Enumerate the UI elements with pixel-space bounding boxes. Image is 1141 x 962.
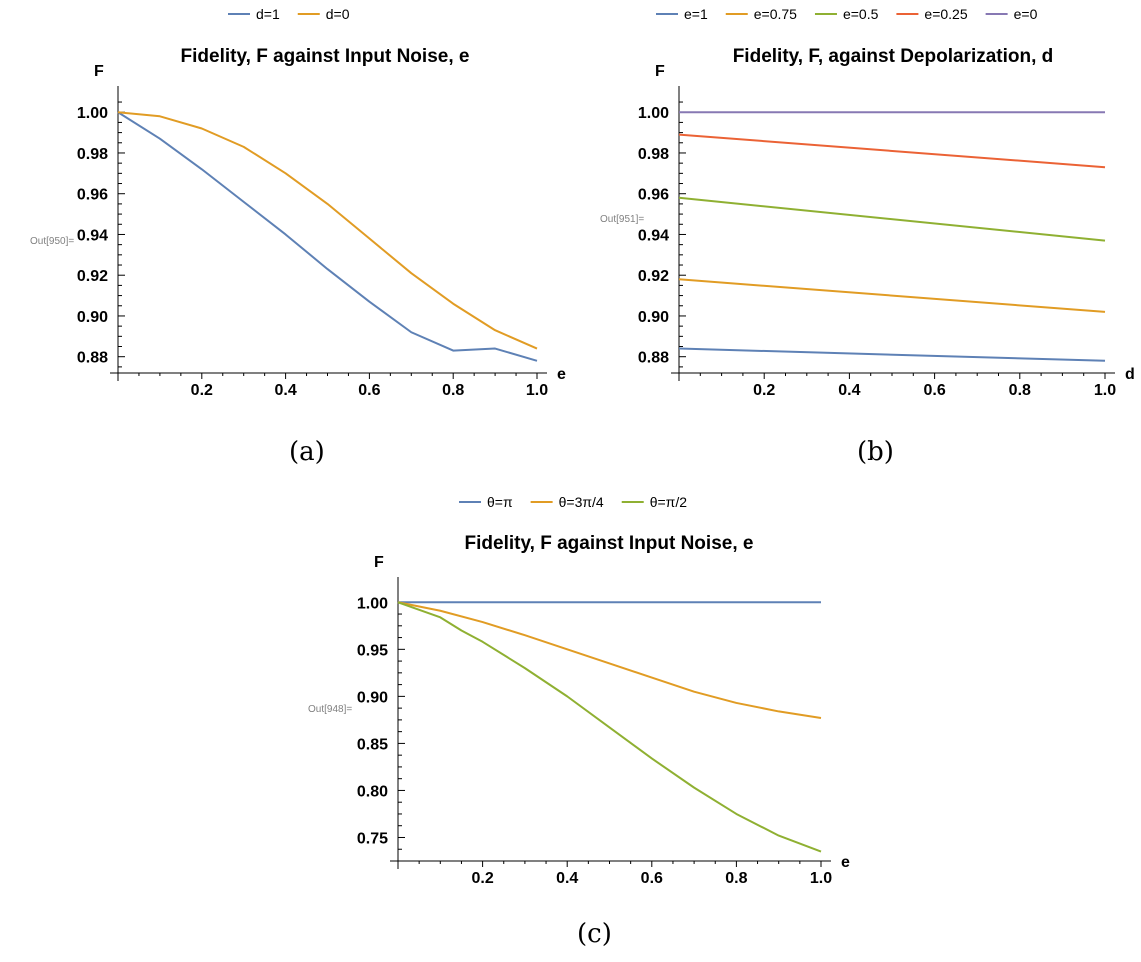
x-tick-label: 0.6	[358, 382, 380, 399]
panel-caption: (b)	[857, 437, 894, 467]
y-tick-label: 0.96	[638, 187, 669, 204]
series-line-0	[678, 347, 1106, 362]
y-tick-label: 0.95	[357, 642, 388, 659]
series-line-1	[397, 601, 822, 719]
x-tick-label: 0.8	[725, 870, 747, 887]
chart-panel-c: θ=π θ=3π/4 θ=π/2 Fidelity, F against Input …	[308, 494, 850, 949]
series-line-2	[397, 601, 822, 853]
chart-title: Fidelity, F against Input Noise, e	[465, 533, 754, 554]
x-tick-label: 1.0	[526, 382, 548, 399]
x-tick-label: 0.6	[641, 870, 663, 887]
x-tick-label: 1.0	[810, 870, 832, 887]
y-tick-label: 0.88	[638, 350, 669, 367]
y-tick-label: 0.90	[357, 689, 388, 706]
y-tick-label: 0.75	[357, 830, 388, 847]
x-tick-label: 0.2	[753, 382, 775, 399]
x-axis-label: e	[841, 854, 850, 871]
y-tick-label: 0.85	[357, 736, 388, 753]
legend-label-0: θ=π	[487, 494, 513, 510]
out-cell-label: Out[948]=	[308, 704, 352, 715]
y-tick-label: 0.80	[357, 783, 388, 800]
legend-label-4: e=0	[1014, 6, 1038, 22]
series-line-2	[678, 196, 1106, 242]
y-axis-label: F	[374, 554, 384, 571]
legend-label-2: θ=π/2	[650, 494, 688, 510]
y-tick-label: 0.92	[77, 268, 108, 285]
chart-panel-b: e=1 e=0.75 e=0.5 e=0.25 e=0 Fidelity, F, agai…	[600, 6, 1135, 467]
legend-label-1: e=0.75	[754, 6, 797, 22]
x-axis-label: d	[1125, 366, 1135, 383]
y-tick-label: 1.00	[357, 595, 388, 612]
y-tick-label: 0.94	[77, 227, 108, 244]
panel-caption: (c)	[577, 919, 612, 949]
out-cell-label: Out[951]=	[600, 214, 644, 225]
panel-caption: (a)	[289, 437, 325, 467]
y-tick-label: 0.98	[638, 146, 669, 163]
y-tick-label: 0.88	[77, 350, 108, 367]
x-tick-label: 0.2	[471, 870, 493, 887]
legend-label-1: θ=3π/4	[559, 494, 604, 510]
series-line-1	[117, 111, 538, 350]
x-tick-label: 1.0	[1094, 382, 1116, 399]
y-tick-label: 1.00	[77, 105, 108, 122]
legend-label-1: d=0	[326, 6, 350, 22]
x-tick-label: 0.8	[1009, 382, 1031, 399]
y-tick-label: 0.90	[77, 309, 108, 326]
x-tick-label: 0.6	[923, 382, 945, 399]
chart-title: Fidelity, F, against Depolarization, d	[733, 46, 1054, 67]
y-tick-label: 0.96	[77, 187, 108, 204]
series-line-3	[678, 133, 1106, 169]
series-line-1	[678, 278, 1106, 313]
chart-title: Fidelity, F against Input Noise, e	[181, 46, 470, 67]
legend-label-0: e=1	[684, 6, 708, 22]
x-axis-label: e	[557, 366, 566, 383]
legend-label-2: e=0.5	[843, 6, 879, 22]
y-tick-label: 0.98	[77, 146, 108, 163]
x-tick-label: 0.4	[556, 870, 578, 887]
y-axis-label: F	[655, 63, 665, 80]
series-line-0	[117, 111, 538, 362]
x-tick-label: 0.8	[442, 382, 464, 399]
x-tick-label: 0.2	[191, 382, 213, 399]
chart-panel-a: d=1 d=0 Fidelity, F against Input Noise, e…	[30, 6, 566, 467]
y-tick-label: 0.90	[638, 309, 669, 326]
out-cell-label: Out[950]=	[30, 236, 74, 247]
legend-label-0: d=1	[256, 6, 280, 22]
x-tick-label: 0.4	[274, 382, 296, 399]
y-tick-label: 0.94	[638, 227, 669, 244]
legend: d=1 d=0	[228, 6, 350, 22]
y-tick-label: 0.92	[638, 268, 669, 285]
legend-label-3: e=0.25	[924, 6, 967, 22]
y-axis-label: F	[94, 63, 104, 80]
legend: θ=π θ=3π/4 θ=π/2	[459, 494, 687, 510]
legend: e=1 e=0.75 e=0.5 e=0.25 e=0	[656, 6, 1038, 22]
x-tick-label: 0.4	[838, 382, 860, 399]
y-tick-label: 1.00	[638, 105, 669, 122]
